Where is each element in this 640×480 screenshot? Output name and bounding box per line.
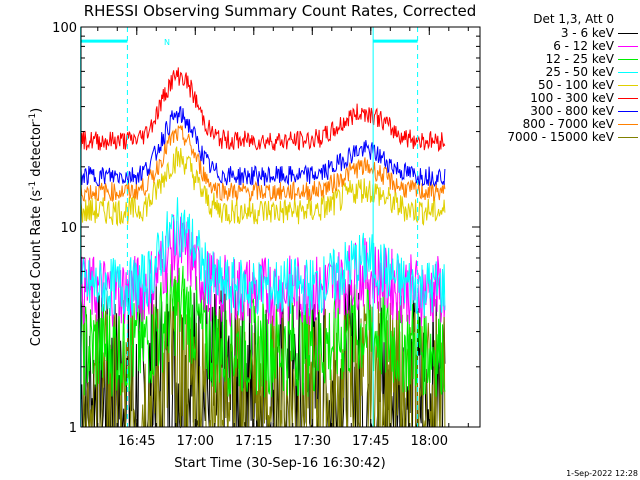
x-tick-label: 16:45 <box>118 434 155 449</box>
y-tick-label: 10 <box>60 221 77 236</box>
legend-swatch <box>618 137 638 138</box>
y-axis-label-end: ) <box>29 108 44 113</box>
legend-label: 12 - 25 keV <box>545 52 614 66</box>
legend-entry: 25 - 50 keV <box>480 66 638 79</box>
legend-swatch <box>618 98 638 99</box>
series-line-8 <box>80 125 446 203</box>
series-layer <box>80 67 446 429</box>
legend-entry: 800 - 7000 keV <box>480 118 638 131</box>
series-line-7 <box>80 105 446 187</box>
legend-entry: 12 - 25 keV <box>480 53 638 66</box>
legend-label: 100 - 300 keV <box>530 91 614 105</box>
x-tick-label: 17:00 <box>177 434 214 449</box>
legend-entry: 7000 - 15000 keV <box>480 131 638 144</box>
series-line-4 <box>80 197 446 317</box>
x-tick-label: 17:15 <box>235 434 272 449</box>
legend-swatch <box>618 85 638 86</box>
footer-date: 1-Sep-2022 12:28 <box>566 469 638 478</box>
series-line-2 <box>80 214 446 327</box>
y-axis-label-mid: detector <box>29 121 44 181</box>
legend-swatch <box>618 111 638 112</box>
x-axis-label: Start Time (30-Sep-16 16:30:42) <box>174 456 385 471</box>
legend-entry: 300 - 800 keV <box>480 105 638 118</box>
legend-swatch <box>618 72 638 73</box>
legend-label: 800 - 7000 keV <box>522 117 614 131</box>
y-axis-label-main: Corrected Count Rate (s <box>29 190 44 347</box>
legend-label: 50 - 100 keV <box>537 78 614 92</box>
legend-label: 7000 - 15000 keV <box>507 130 614 144</box>
legend-entry: 6 - 12 keV <box>480 40 638 53</box>
y-tick-label: 100 <box>52 21 77 36</box>
x-tick-label: 17:30 <box>294 434 331 449</box>
legend-rows: 3 - 6 keV 6 - 12 keV 12 - 25 keV 25 - 50 ke… <box>480 27 638 144</box>
legend-swatch <box>618 46 638 47</box>
legend-label: 300 - 800 keV <box>530 104 614 118</box>
legend-label: 25 - 50 keV <box>545 65 614 79</box>
legend-swatch <box>618 59 638 60</box>
y-tick-label: 1 <box>69 421 77 436</box>
flag-label: N <box>164 38 170 47</box>
x-tick-label: 17:45 <box>352 434 389 449</box>
axis-layer: 16:45 17:00 17:15 17:30 17:45 18:00 1 10 100 <box>52 21 480 449</box>
legend-swatch <box>618 124 638 125</box>
series-line-6 <box>80 67 446 153</box>
legend-header: Det 1,3, Att 0 <box>533 12 614 26</box>
y-axis-label: Corrected Count Rate (s-1 detector-1) <box>28 108 44 346</box>
series-line-5 <box>80 146 446 227</box>
legend-entry: 50 - 100 keV <box>480 79 638 92</box>
legend-label: 3 - 6 keV <box>560 26 614 40</box>
legend-label: 6 - 12 keV <box>553 39 614 53</box>
y-axis-label-sup2: -1 <box>28 113 38 122</box>
legend-swatch <box>618 33 638 34</box>
legend-entry: 3 - 6 keV <box>480 27 638 40</box>
chart-title: RHESSI Observing Summary Count Rates, Co… <box>84 2 477 20</box>
y-axis-label-sup1: -1 <box>28 181 38 190</box>
legend-entry: 100 - 300 keV <box>480 92 638 105</box>
legend: Det 1,3, Att 0 3 - 6 keV 6 - 12 keV 12 - 2… <box>480 12 638 144</box>
x-tick-label: 18:00 <box>411 434 448 449</box>
